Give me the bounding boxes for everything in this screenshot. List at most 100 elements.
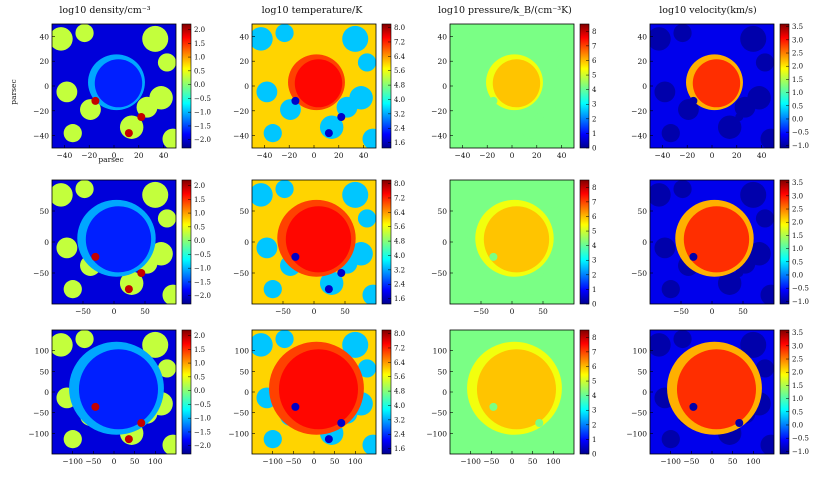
clump: [63, 430, 82, 449]
colorbar-tick-label: −1.0: [792, 142, 809, 150]
dense-core: [522, 435, 531, 444]
colorbar-tick-label: 1.0: [194, 54, 205, 62]
colorbar-tick-label: 3.5: [792, 329, 803, 337]
clump: [450, 333, 471, 357]
clump: [63, 280, 82, 299]
clump: [760, 284, 774, 304]
x-tick-label: 0: [710, 457, 715, 466]
colorbar-tick-label: 8.0: [394, 180, 405, 188]
dense-core: [535, 113, 544, 121]
colorbar-tick-label: −1.0: [194, 415, 211, 423]
cavity-interior: [476, 349, 557, 430]
clump: [52, 183, 73, 207]
x-tick-label: −50: [683, 457, 699, 466]
panel-temperature-row3: [252, 330, 376, 454]
dense-core: [291, 402, 300, 411]
colorbar-tick-label: 4: [592, 86, 597, 94]
clump: [362, 128, 376, 148]
colorbar-tick-label: 6.4: [394, 53, 406, 61]
x-tick-label: −50: [85, 457, 101, 466]
col-title-density: log10 density/cm⁻³: [59, 5, 150, 16]
clump: [461, 280, 480, 299]
colorbar-tick-label: 0: [592, 301, 596, 309]
clump: [275, 180, 294, 199]
colorbar-tick-label: −0.5: [792, 285, 809, 293]
clump: [275, 330, 294, 349]
x-tick-label: 0: [312, 457, 317, 466]
clump: [755, 359, 774, 378]
colorbar-tick-label: 1.6: [394, 139, 406, 147]
clump: [256, 237, 278, 259]
colorbar-tick-label: 3.0: [792, 36, 803, 44]
colorbar-tick-label: 3.2: [394, 110, 405, 118]
y-tick-label: 0: [244, 388, 249, 397]
clump: [56, 81, 78, 103]
colorbar-pressure: [579, 179, 590, 305]
clump: [142, 331, 169, 358]
x-tick-label: 100: [546, 457, 561, 466]
clump: [540, 181, 567, 208]
dense-core: [324, 129, 333, 138]
y-tick-label: 20: [637, 57, 647, 66]
colorbar-velocity: [779, 23, 790, 149]
colorbar-tick-label: 0.0: [792, 271, 803, 279]
x-tick-label: 100: [348, 457, 363, 466]
clump: [454, 237, 476, 259]
colorbar-tick-label: 5.6: [394, 373, 406, 381]
colorbar-tick-label: 5: [592, 378, 596, 386]
colorbar-tick-label: −0.5: [194, 95, 211, 103]
dense-core: [337, 269, 346, 277]
colorbar-tick-label: 2.0: [194, 332, 205, 340]
clump: [673, 330, 692, 349]
y-tick-label: −50: [631, 409, 647, 418]
colorbar-tick-label: 2.4: [394, 281, 406, 289]
colorbar-tick-label: 1.0: [792, 245, 803, 253]
dense-core: [337, 419, 346, 427]
x-tick-label: −100: [460, 457, 481, 466]
colorbar-tick-label: −2.0: [194, 136, 211, 144]
col-title-temperature: log10 temperature/K: [262, 5, 364, 16]
y-tick-label: −50: [33, 409, 49, 418]
y-tick-label: −20: [431, 107, 447, 116]
clump: [734, 96, 756, 118]
colorbar-tick-label: 1.0: [194, 210, 205, 218]
clump: [52, 27, 73, 51]
y-tick-label: 0: [44, 388, 49, 397]
colorbar-tick-label: 4.8: [394, 388, 405, 396]
dense-core: [689, 402, 698, 411]
colorbar-tick-label: 1.0: [194, 360, 205, 368]
clump: [136, 96, 158, 118]
colorbar-tick-label: 0.5: [792, 408, 803, 416]
colorbar-tick-label: 2.0: [792, 219, 803, 227]
x-tick-label: 100: [746, 457, 761, 466]
colorbar-tick-label: 5.6: [394, 223, 406, 231]
colorbar-tick-label: 4.8: [394, 82, 405, 90]
cavity-interior: [692, 59, 741, 108]
clump: [252, 27, 273, 51]
y-tick-label: 0: [642, 82, 647, 91]
colorbar-tick-label: 8.0: [394, 330, 405, 338]
clump: [473, 180, 492, 199]
colorbar-tick-label: 2.0: [792, 369, 803, 377]
cavity-interior: [278, 349, 359, 430]
dense-core: [124, 285, 133, 294]
x-tick-label: 50: [130, 457, 140, 466]
colorbar-tick-label: −0.5: [194, 251, 211, 259]
clump: [162, 128, 176, 148]
dense-core: [689, 252, 698, 261]
colorbar-tick-label: 2: [592, 271, 596, 279]
clump: [560, 434, 574, 454]
clump: [534, 96, 556, 118]
colorbar-temperature: [381, 179, 392, 305]
y-tick-label: 100: [633, 347, 648, 356]
colorbar-velocity: [779, 179, 790, 305]
colorbar-tick-label: 6: [592, 57, 597, 65]
y-tick-label: −50: [233, 409, 249, 418]
clump: [157, 53, 176, 72]
x-axis-label: parsec: [98, 155, 123, 164]
colorbar-tick-label: 8: [592, 334, 596, 342]
colorbar-tick-label: 1.5: [792, 382, 803, 390]
colorbar-tick-label: 8.0: [394, 24, 405, 32]
x-tick-label: −50: [473, 307, 489, 316]
y-tick-label: 50: [239, 207, 249, 216]
